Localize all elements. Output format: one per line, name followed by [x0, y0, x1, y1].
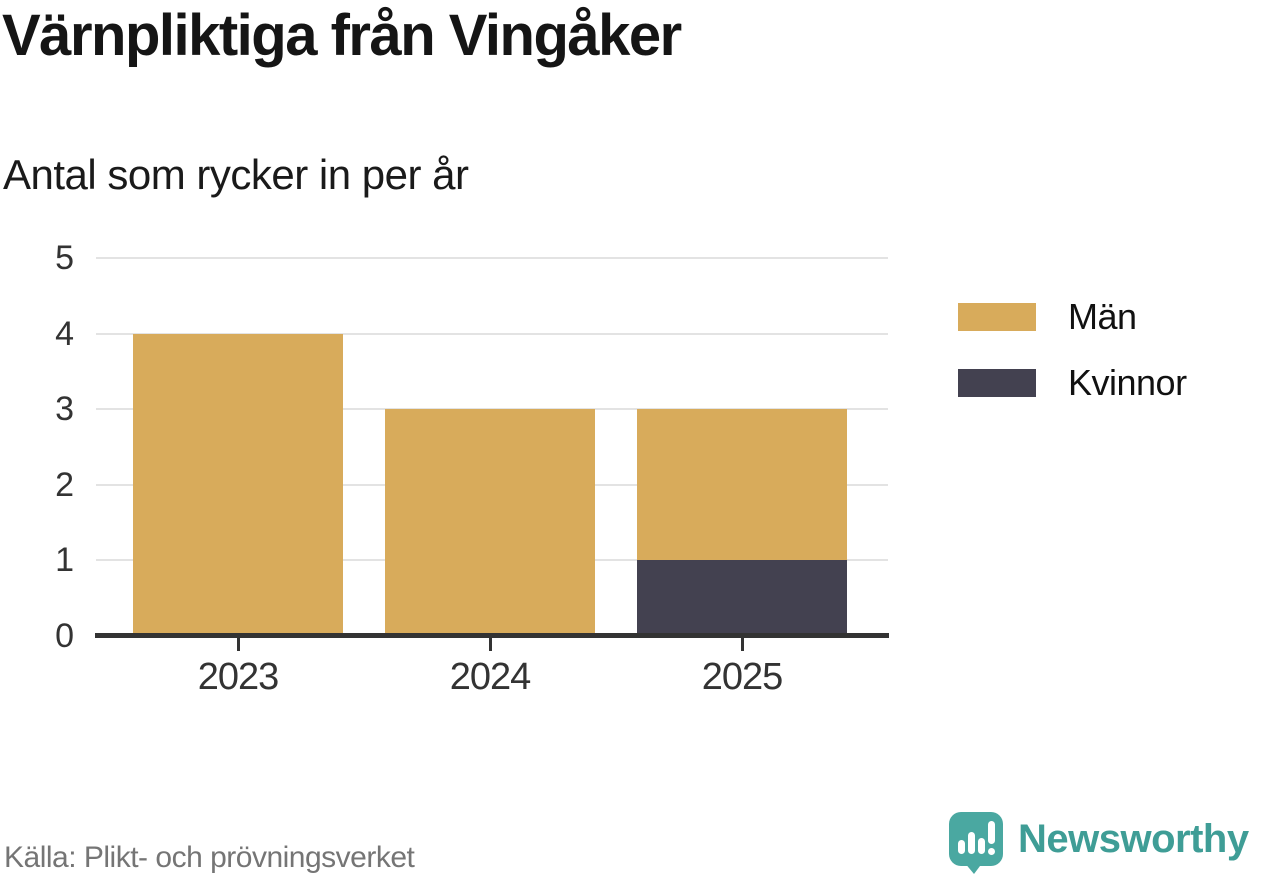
- x-axis-label: 2025: [701, 656, 784, 698]
- x-axis-tick: [488, 638, 492, 651]
- bar-segment-män-2023: [133, 333, 343, 636]
- newsworthy-wordmark: Newsworthy: [1018, 817, 1249, 861]
- bar-segment-män-2024: [385, 409, 595, 636]
- x-axis-line: [95, 633, 889, 638]
- bar-segment-män-2025: [637, 409, 847, 561]
- gridline: [96, 257, 888, 259]
- bar-segment-kvinnor-2025: [637, 560, 847, 636]
- y-axis-label: 4: [55, 314, 74, 353]
- y-axis-label: 5: [55, 239, 74, 277]
- y-axis-label: 0: [55, 617, 74, 655]
- bar-chart-speech-bubble-icon: [949, 812, 1003, 874]
- chart-subtitle: Antal som rycker in per år: [3, 151, 469, 198]
- x-axis-tick: [740, 638, 744, 651]
- x-axis-label: 2023: [197, 656, 280, 698]
- legend-swatch-men: [958, 303, 1036, 331]
- y-axis-label: 2: [55, 465, 74, 504]
- legend-item-men: Män: [958, 296, 1187, 338]
- y-axis-label: 3: [55, 390, 74, 429]
- x-axis-label: 2024: [449, 656, 532, 698]
- legend-swatch-women: [958, 369, 1036, 397]
- x-axis-tick: [236, 638, 240, 651]
- gridline: [96, 332, 888, 335]
- legend: Män Kvinnor: [958, 296, 1187, 404]
- chart-title: Värnpliktiga från Vingåker: [2, 3, 682, 68]
- legend-label-women: Kvinnor: [1068, 362, 1187, 403]
- legend-label-men: Män: [1068, 296, 1137, 337]
- legend-item-women: Kvinnor: [958, 362, 1187, 404]
- y-axis-label: 1: [55, 541, 74, 580]
- newsworthy-logo: Newsworthy: [948, 812, 1249, 874]
- source-text: Källa: Plikt- och prövningsverket: [4, 841, 415, 874]
